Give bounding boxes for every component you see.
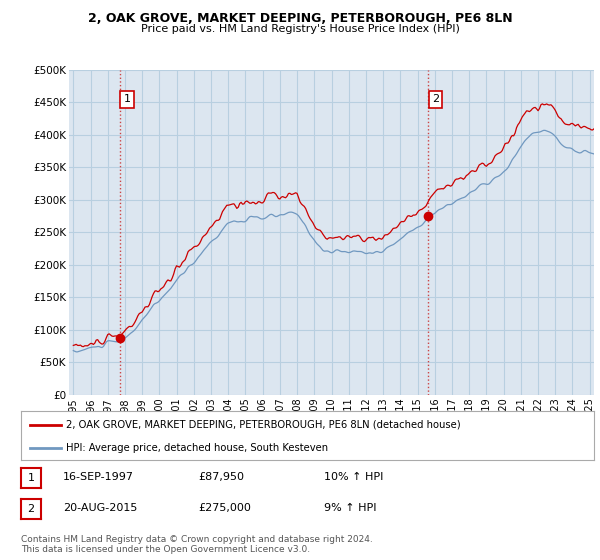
Text: £275,000: £275,000 — [198, 503, 251, 513]
Text: HPI: Average price, detached house, South Kesteven: HPI: Average price, detached house, Sout… — [65, 443, 328, 453]
Text: 20-AUG-2015: 20-AUG-2015 — [63, 503, 137, 513]
Text: Price paid vs. HM Land Registry's House Price Index (HPI): Price paid vs. HM Land Registry's House … — [140, 24, 460, 34]
Text: 2: 2 — [28, 504, 34, 514]
Text: 1: 1 — [124, 94, 130, 104]
Text: 10% ↑ HPI: 10% ↑ HPI — [324, 472, 383, 482]
Text: 2: 2 — [432, 94, 439, 104]
Text: £87,950: £87,950 — [198, 472, 244, 482]
Text: 16-SEP-1997: 16-SEP-1997 — [63, 472, 134, 482]
Text: Contains HM Land Registry data © Crown copyright and database right 2024.
This d: Contains HM Land Registry data © Crown c… — [21, 535, 373, 554]
Text: 9% ↑ HPI: 9% ↑ HPI — [324, 503, 377, 513]
Text: 2, OAK GROVE, MARKET DEEPING, PETERBOROUGH, PE6 8LN (detached house): 2, OAK GROVE, MARKET DEEPING, PETERBOROU… — [65, 420, 460, 430]
Text: 1: 1 — [28, 473, 34, 483]
Text: 2, OAK GROVE, MARKET DEEPING, PETERBOROUGH, PE6 8LN: 2, OAK GROVE, MARKET DEEPING, PETERBOROU… — [88, 12, 512, 25]
